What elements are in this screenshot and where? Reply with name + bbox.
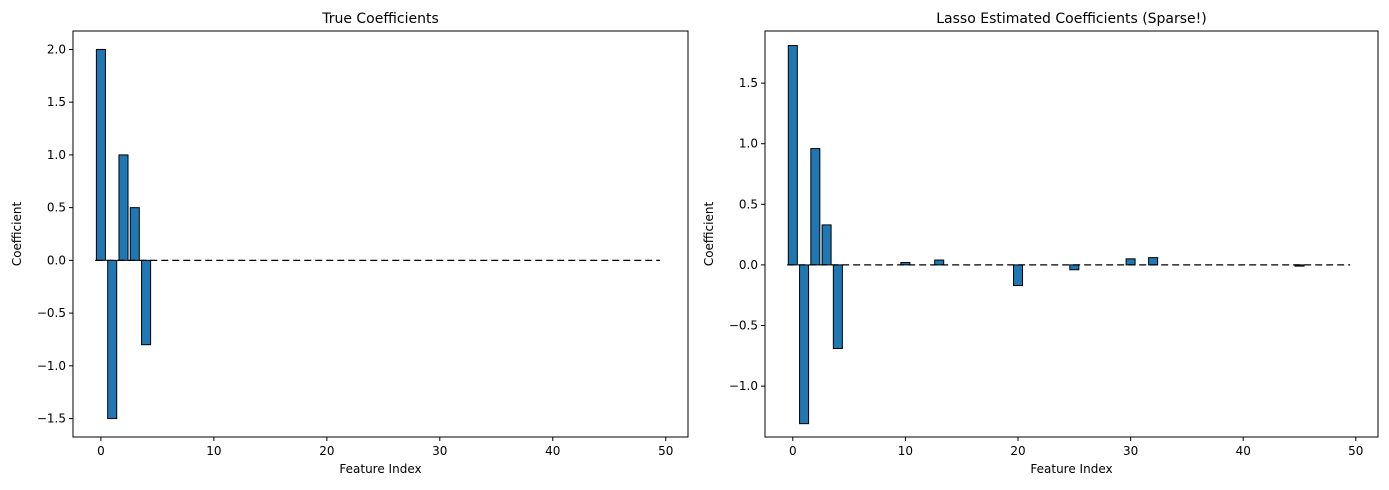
bar-feature-10 [900, 261, 911, 266]
bar-feature-4 [832, 264, 843, 350]
x-tick-label: 20 [1010, 444, 1025, 458]
bar-feature-3 [129, 207, 140, 261]
y-axis-label: Coefficient [702, 202, 716, 267]
bar-feature-20 [1013, 264, 1024, 286]
bar-feature-3 [821, 224, 832, 266]
y-tick-label: −1.0 [729, 379, 758, 393]
y-tick-label: −0.5 [37, 306, 66, 320]
bar-feature-1 [107, 259, 118, 420]
x-tick-label: 40 [545, 444, 560, 458]
y-tick-label: 0.5 [739, 197, 758, 211]
x-tick-label: 10 [206, 444, 221, 458]
y-tick-label: 1.0 [47, 148, 66, 162]
bar-feature-1 [799, 264, 810, 425]
chart-title: Lasso Estimated Coefficients (Sparse!) [936, 11, 1207, 27]
bar-feature-4 [141, 259, 152, 346]
y-tick-label: 1.0 [739, 137, 758, 151]
bar-feature-0 [787, 45, 798, 266]
y-tick-label: 1.5 [739, 76, 758, 90]
lasso-coefficients-chart: 0 10 20 30 40 50 −1.0 −0.5 0.0 0.5 1.0 1.5 Lasso Est… [702, 11, 1379, 476]
y-tick-label: −1.0 [37, 359, 66, 373]
y-tick-label: 0.5 [47, 201, 66, 215]
y-tick-label: −0.5 [729, 319, 758, 333]
bar-feature-30 [1125, 258, 1136, 266]
x-tick-label: 30 [1123, 444, 1138, 458]
bar-feature-2 [118, 154, 129, 261]
x-tick-label: 0 [97, 444, 105, 458]
x-tick-label: 50 [658, 444, 673, 458]
bar-feature-13 [934, 259, 945, 266]
y-tick-label: 0.0 [47, 253, 66, 267]
true-coefficients-chart: 0 10 20 30 40 50 −1.5 −1.0 −0.5 0.0 0.5 1.0 1.5 2.0 Tr… [10, 11, 689, 476]
y-tick-label: 2.0 [47, 42, 66, 56]
bar-feature-25 [1069, 264, 1080, 271]
bar-feature-32 [1148, 257, 1159, 266]
x-axis-label: Feature Index [1030, 462, 1112, 476]
axes-frame [764, 30, 1379, 438]
x-axis-label: Feature Index [339, 462, 421, 476]
y-tick-label: 1.5 [47, 95, 66, 109]
y-tick-label: 0.0 [739, 258, 758, 272]
y-axis-label: Coefficient [10, 202, 24, 267]
x-tick-label: 0 [789, 444, 797, 458]
y-tick-label: −1.5 [37, 412, 66, 426]
chart-title: True Coefficients [321, 11, 439, 27]
x-tick-label: 20 [319, 444, 334, 458]
bar-feature-2 [810, 148, 821, 266]
axes-frame [72, 30, 689, 438]
x-tick-label: 50 [1348, 444, 1363, 458]
x-tick-label: 30 [432, 444, 447, 458]
bar-feature-0 [95, 48, 106, 261]
x-tick-label: 10 [898, 444, 913, 458]
x-tick-label: 40 [1236, 444, 1251, 458]
